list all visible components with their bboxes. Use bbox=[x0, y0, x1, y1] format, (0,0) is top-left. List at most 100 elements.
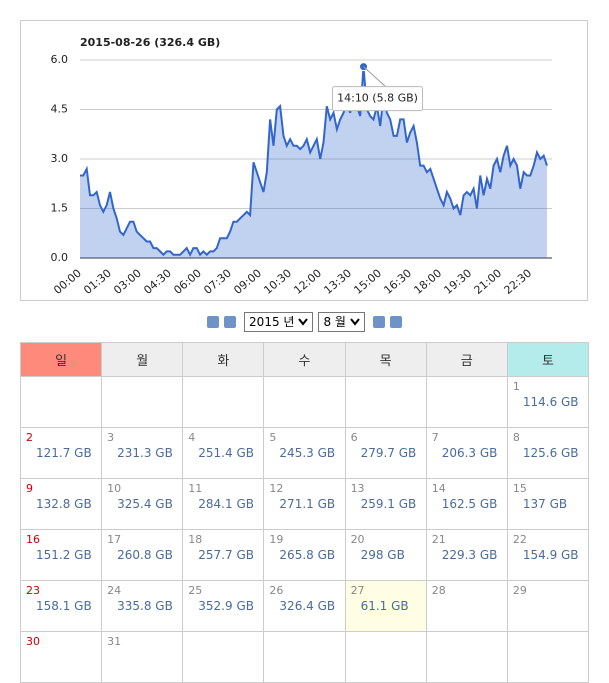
weekday-header: 화 bbox=[182, 342, 265, 377]
day-cell[interactable]: 22 154.9 GB bbox=[506, 529, 590, 581]
day-cell[interactable]: 12 271.1 GB bbox=[263, 478, 346, 530]
week-row: 30 31 bbox=[19, 631, 590, 683]
day-cell[interactable]: 3 231.3 GB bbox=[101, 427, 184, 479]
week-row: 1 114.6 GB bbox=[19, 376, 590, 428]
day-usage: 162.5 GB bbox=[441, 497, 498, 511]
day-usage: 335.8 GB bbox=[117, 599, 173, 613]
day-cell[interactable]: 18 257.7 GB bbox=[182, 529, 265, 581]
day-usage: 151.2 GB bbox=[36, 548, 92, 562]
day-number: 27 bbox=[350, 584, 365, 597]
day-number: 21 bbox=[431, 533, 446, 546]
day-usage: 251.4 GB bbox=[198, 446, 254, 460]
week-row: 2 121.7 GB 3 231.3 GB 4 251.4 GB 5 245.3 GB 6 279… bbox=[19, 427, 590, 479]
day-number: 17 bbox=[107, 533, 122, 546]
last-button[interactable] bbox=[389, 316, 402, 328]
day-cell[interactable]: 23 158.1 GB bbox=[19, 580, 103, 632]
day-cell[interactable]: 8 125.6 GB bbox=[506, 427, 590, 479]
chart-title: 2015-08-26 (326.4 GB) bbox=[80, 36, 220, 49]
weekday-header: 월 bbox=[101, 342, 184, 377]
day-number: 7 bbox=[431, 431, 439, 444]
day-cell[interactable]: 21 229.3 GB bbox=[425, 529, 508, 581]
line bbox=[80, 66, 548, 257]
tooltip-text: 14:10 (5.8 GB) bbox=[337, 92, 418, 105]
day-cell[interactable]: 31 bbox=[101, 631, 184, 683]
day-number: 23 bbox=[26, 584, 40, 597]
y-tick-label: 3.0 bbox=[51, 152, 69, 165]
day-cell[interactable]: 9 132.8 GB bbox=[19, 478, 103, 530]
month-select[interactable]: 8 월 bbox=[318, 312, 365, 332]
day-usage: 158.1 GB bbox=[36, 599, 92, 613]
day-usage: 229.3 GB bbox=[441, 548, 498, 562]
day-cell bbox=[263, 376, 346, 428]
day-usage: 259.1 GB bbox=[360, 497, 417, 511]
page: 2015-08-26 (326.4 GB) 0.0 1.5 3.0 4.5 6.0 00:… bbox=[0, 20, 609, 683]
day-cell bbox=[344, 631, 427, 683]
day-number: 25 bbox=[188, 584, 203, 597]
day-cell[interactable]: 29 bbox=[506, 580, 590, 632]
day-cell[interactable]: 16 151.2 GB bbox=[19, 529, 103, 581]
day-usage: 154.9 GB bbox=[522, 548, 579, 562]
day-cell[interactable]: 20 298 GB bbox=[344, 529, 427, 581]
weekday-header: 토 bbox=[506, 342, 590, 377]
y-tick-label: 6.0 bbox=[51, 53, 69, 66]
day-number: 30 bbox=[26, 635, 40, 648]
day-cell[interactable]: 19 265.8 GB bbox=[263, 529, 346, 581]
day-cell[interactable]: 1 114.6 GB bbox=[506, 376, 590, 428]
day-cell[interactable]: 10 325.4 GB bbox=[101, 478, 184, 530]
area-fill bbox=[80, 66, 547, 258]
month-nav: 2015 년 8 월 bbox=[0, 311, 609, 333]
day-usage: 326.4 GB bbox=[279, 599, 336, 613]
day-usage: 206.3 GB bbox=[441, 446, 498, 460]
day-number: 3 bbox=[107, 431, 115, 444]
day-cell[interactable]: 2 121.7 GB bbox=[19, 427, 103, 479]
day-cell[interactable]: 11 284.1 GB bbox=[182, 478, 265, 530]
day-number: 16 bbox=[26, 533, 40, 546]
y-tick-label: 4.5 bbox=[51, 103, 69, 116]
day-cell bbox=[506, 631, 590, 683]
day-cell[interactable]: 15 137 GB bbox=[506, 478, 590, 530]
day-usage: 61.1 GB bbox=[360, 599, 409, 613]
day-cell[interactable]: 26 326.4 GB bbox=[263, 580, 346, 632]
prev-button[interactable] bbox=[224, 316, 237, 328]
chart-frame bbox=[20, 20, 588, 301]
day-cell bbox=[182, 376, 265, 428]
day-cell[interactable]: 25 352.9 GB bbox=[182, 580, 265, 632]
day-cell[interactable]: 5 245.3 GB bbox=[263, 427, 346, 479]
day-cell[interactable]: 13 259.1 GB bbox=[344, 478, 427, 530]
weekday-header: 금 bbox=[425, 342, 508, 377]
day-usage: 279.7 GB bbox=[360, 446, 417, 460]
day-cell[interactable]: 28 bbox=[425, 580, 508, 632]
first-button[interactable] bbox=[207, 316, 220, 328]
day-cell[interactable]: 4 251.4 GB bbox=[182, 427, 265, 479]
day-cell[interactable]: 6 279.7 GB bbox=[344, 427, 427, 479]
day-usage: 271.1 GB bbox=[279, 497, 336, 511]
day-usage: 114.6 GB bbox=[522, 395, 579, 409]
day-number: 5 bbox=[269, 431, 277, 444]
day-number: 14 bbox=[431, 482, 446, 495]
next-button[interactable] bbox=[372, 316, 385, 328]
day-cell bbox=[263, 631, 346, 683]
weekday-header: 일 bbox=[19, 342, 103, 377]
day-number: 19 bbox=[269, 533, 284, 546]
day-usage: 352.9 GB bbox=[198, 599, 254, 613]
y-tick-label: 0.0 bbox=[51, 251, 69, 264]
day-number: 18 bbox=[188, 533, 203, 546]
day-number: 8 bbox=[512, 431, 520, 444]
day-cell[interactable]: 24 335.8 GB bbox=[101, 580, 184, 632]
day-usage: 257.7 GB bbox=[198, 548, 254, 562]
day-cell[interactable]: 30 bbox=[19, 631, 103, 683]
day-usage: 231.3 GB bbox=[117, 446, 173, 460]
chart: 2015-08-26 (326.4 GB) 0.01.53.04.56.000:… bbox=[20, 20, 588, 301]
day-usage: 284.1 GB bbox=[198, 497, 254, 511]
tooltip-box bbox=[332, 86, 424, 112]
day-cell bbox=[19, 376, 103, 428]
year-select[interactable]: 2015 년 bbox=[244, 312, 314, 332]
day-number: 11 bbox=[188, 482, 203, 495]
day-cell[interactable]: 17 260.8 GB bbox=[101, 529, 184, 581]
day-cell[interactable]: 7 206.3 GB bbox=[425, 427, 508, 479]
day-number: 9 bbox=[26, 482, 33, 495]
day-cell[interactable]: 27 61.1 GB bbox=[344, 580, 427, 632]
day-number: 10 bbox=[107, 482, 122, 495]
day-number: 22 bbox=[512, 533, 527, 546]
day-cell[interactable]: 14 162.5 GB bbox=[425, 478, 508, 530]
